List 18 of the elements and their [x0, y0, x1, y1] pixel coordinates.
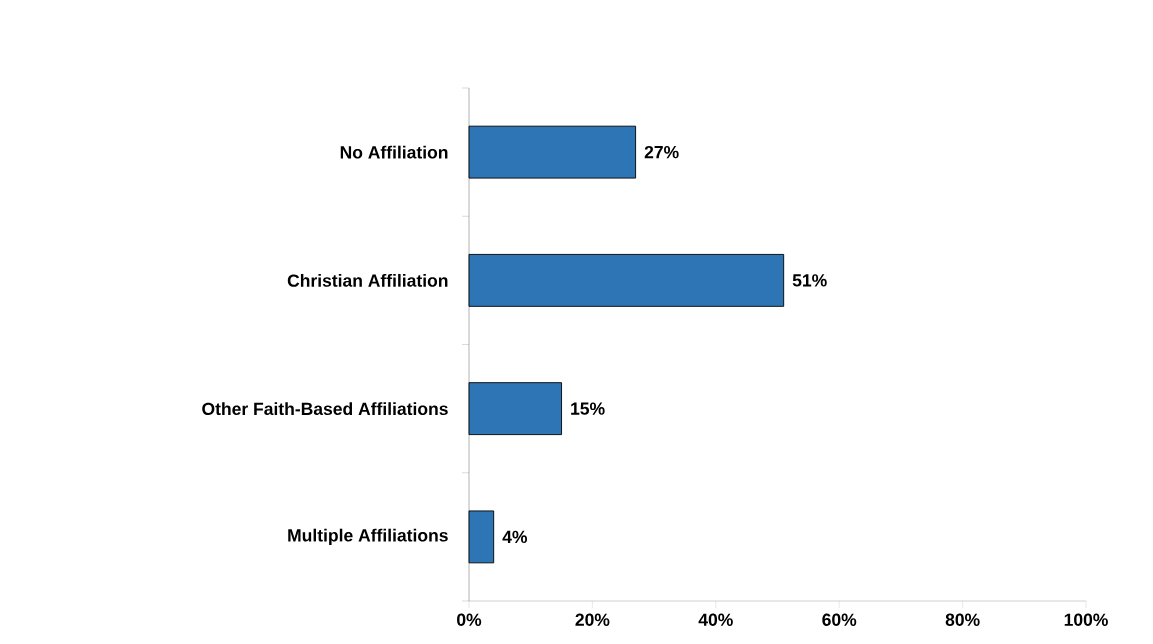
- y-tick-label: No Affiliation: [340, 145, 448, 159]
- x-tick-label: 80%: [945, 613, 980, 626]
- y-tick-label: Other Faith-Based Affiliations: [202, 402, 448, 416]
- y-tick-label: Christian Affiliation: [287, 273, 448, 287]
- data-label: 15%: [571, 402, 605, 415]
- bar: [468, 510, 495, 564]
- bar: [468, 382, 562, 436]
- data-label: 27%: [644, 145, 679, 159]
- bar: [468, 125, 637, 179]
- x-tick-label: 0%: [457, 613, 482, 626]
- bar: [468, 253, 785, 307]
- y-tick-label: Multiple Affiliations: [288, 528, 448, 546]
- data-label: 4%: [502, 530, 528, 544]
- x-tick-label: 60%: [822, 613, 857, 626]
- x-tick-label: 40%: [698, 613, 733, 626]
- x-tick-label: 100%: [1064, 613, 1108, 626]
- data-label: 51%: [792, 274, 827, 287]
- x-tick-label: 20%: [575, 613, 610, 626]
